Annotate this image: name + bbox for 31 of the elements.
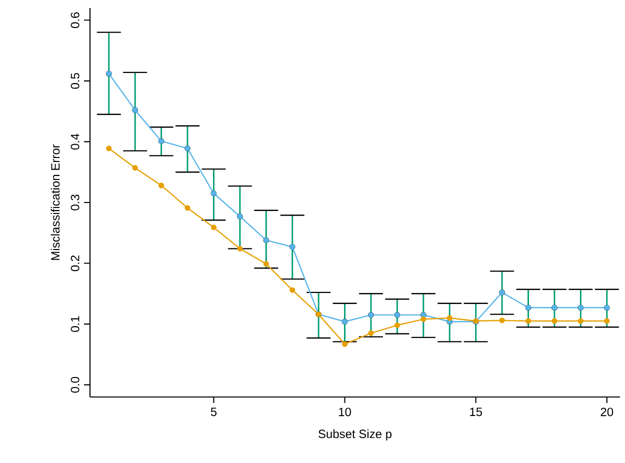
x-tick-label: 5 — [210, 408, 217, 416]
y-axis-title: Misclassification Error — [50, 144, 60, 260]
x-axis-title: Subset Size p — [318, 429, 392, 441]
point — [158, 182, 164, 188]
y-tick-label: 0.1 — [70, 316, 80, 332]
point — [106, 146, 112, 152]
y-tick-label: 0.6 — [70, 12, 80, 28]
y-tick-label: 0.4 — [70, 134, 80, 150]
point — [499, 318, 505, 324]
x-tick-label: 15 — [470, 408, 482, 416]
point — [394, 322, 400, 328]
point — [342, 341, 348, 347]
point — [290, 287, 296, 293]
point — [446, 315, 452, 321]
y-tick-label: 0.5 — [70, 73, 80, 89]
y-tick-label: 0.2 — [70, 256, 80, 272]
point — [263, 261, 269, 267]
point — [132, 165, 138, 171]
y-tick-label: 0.0 — [70, 376, 80, 393]
point — [525, 318, 532, 324]
x-tick-label: 20 — [600, 408, 614, 416]
point — [604, 318, 610, 324]
point — [420, 316, 426, 322]
point — [552, 318, 558, 324]
y-tick-label: 0.3 — [70, 194, 80, 210]
point — [578, 318, 584, 324]
point — [210, 224, 217, 230]
x-tick-label: 10 — [339, 408, 351, 416]
point — [368, 330, 374, 336]
point — [184, 205, 190, 211]
point — [237, 246, 243, 252]
